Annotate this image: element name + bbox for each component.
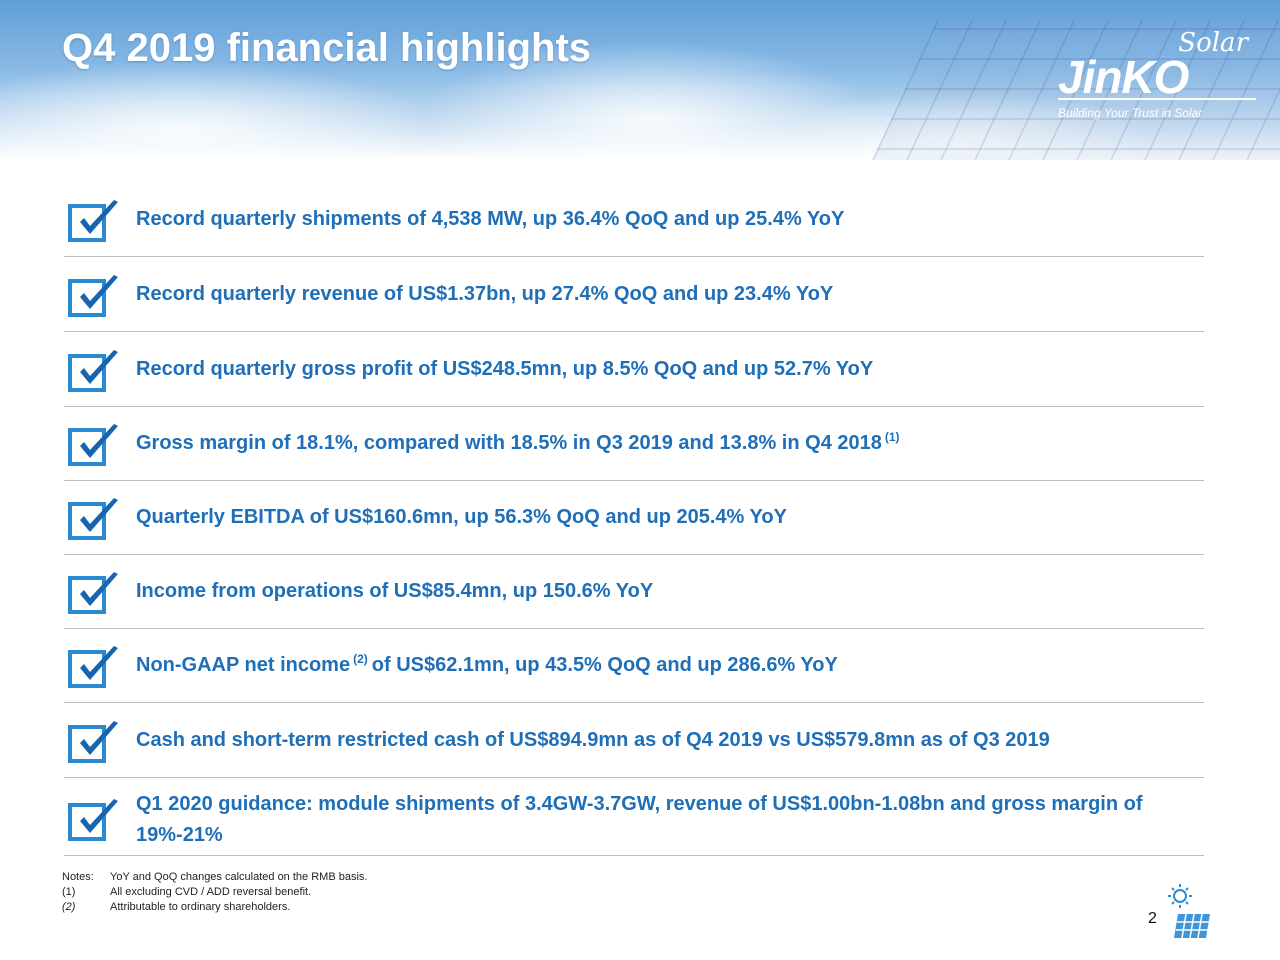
note-text: YoY and QoQ changes calculated on the RM… — [110, 871, 368, 883]
checkbox-check-icon — [68, 498, 118, 540]
checkbox-check-icon — [68, 424, 118, 466]
divider — [64, 554, 1204, 555]
checkbox-check-icon — [68, 275, 118, 317]
checkbox-check-icon — [68, 350, 118, 392]
jinko-logo: Solar JinKO Building Your Trust in Solar — [1056, 22, 1266, 132]
checkbox-check-icon — [68, 646, 118, 688]
solar-sun-icon — [1168, 884, 1210, 939]
highlight-text: Record quarterly revenue of US$1.37bn, u… — [136, 283, 834, 305]
checkbox-check-icon — [68, 572, 118, 614]
checkbox-check-icon — [68, 799, 118, 841]
highlight-text: Record quarterly gross profit of US$248.… — [136, 358, 874, 380]
note-general: Notes: YoY and QoQ changes calculated on… — [62, 870, 367, 885]
highlight-text: Gross margin of 18.1%, compared with 18.… — [136, 428, 1206, 459]
highlight-text: Income from operations of US$85.4mn, up … — [136, 580, 654, 602]
note-text: Attributable to ordinary shareholders. — [110, 901, 291, 913]
footnote-ref: (1) — [884, 430, 900, 444]
highlight-text: Quarterly EBITDA of US$160.6mn, up 56.3%… — [136, 506, 787, 528]
highlight-text: Record quarterly shipments of 4,538 MW, … — [136, 208, 845, 230]
divider — [64, 702, 1204, 703]
divider — [64, 406, 1204, 407]
highlight-text-after: of US$62.1mn, up 43.5% QoQ and up 286.6%… — [371, 654, 838, 676]
highlight-text: Non-GAAP net income (2) of US$62.1mn, up 4… — [136, 650, 1206, 681]
logo-brand-text: JinKO — [1058, 51, 1189, 103]
divider — [64, 777, 1204, 778]
highlight-text-main: Gross margin of 18.1%, compared with 18.… — [136, 432, 882, 454]
footnote-ref: (2) — [353, 652, 368, 666]
logo-tagline: Building Your Trust in Solar — [1058, 106, 1203, 120]
checkbox-check-icon — [68, 721, 118, 763]
logo-solar-text: Solar — [1178, 28, 1248, 58]
checkbox-check-icon — [68, 200, 118, 242]
note-key: (2) — [62, 901, 76, 913]
divider — [64, 331, 1204, 332]
divider — [64, 256, 1204, 257]
divider — [64, 480, 1204, 481]
header-banner: Q4 2019 financial highlights Solar JinKO… — [0, 0, 1280, 160]
note-item: (1) All excluding CVD / ADD reversal ben… — [62, 885, 367, 900]
page-number: 2 — [1148, 910, 1157, 927]
highlight-text: Q1 2020 guidance: module shipments of 3.… — [136, 793, 1143, 846]
note-key: (1) — [62, 886, 76, 898]
cloud-decoration — [0, 60, 440, 160]
highlight-text-before: Non-GAAP net income — [136, 654, 351, 676]
notes-label: Notes: — [62, 871, 94, 883]
footnotes: Notes: YoY and QoQ changes calculated on… — [62, 870, 367, 915]
logo-divider — [1058, 98, 1256, 100]
divider — [64, 628, 1204, 629]
divider — [64, 855, 1204, 856]
highlight-text: Cash and short-term restricted cash of U… — [136, 729, 1050, 751]
note-item: (2) Attributable to ordinary shareholder… — [62, 900, 367, 915]
page-title: Q4 2019 financial highlights — [62, 26, 592, 70]
note-text: All excluding CVD / ADD reversal benefit… — [110, 886, 312, 898]
